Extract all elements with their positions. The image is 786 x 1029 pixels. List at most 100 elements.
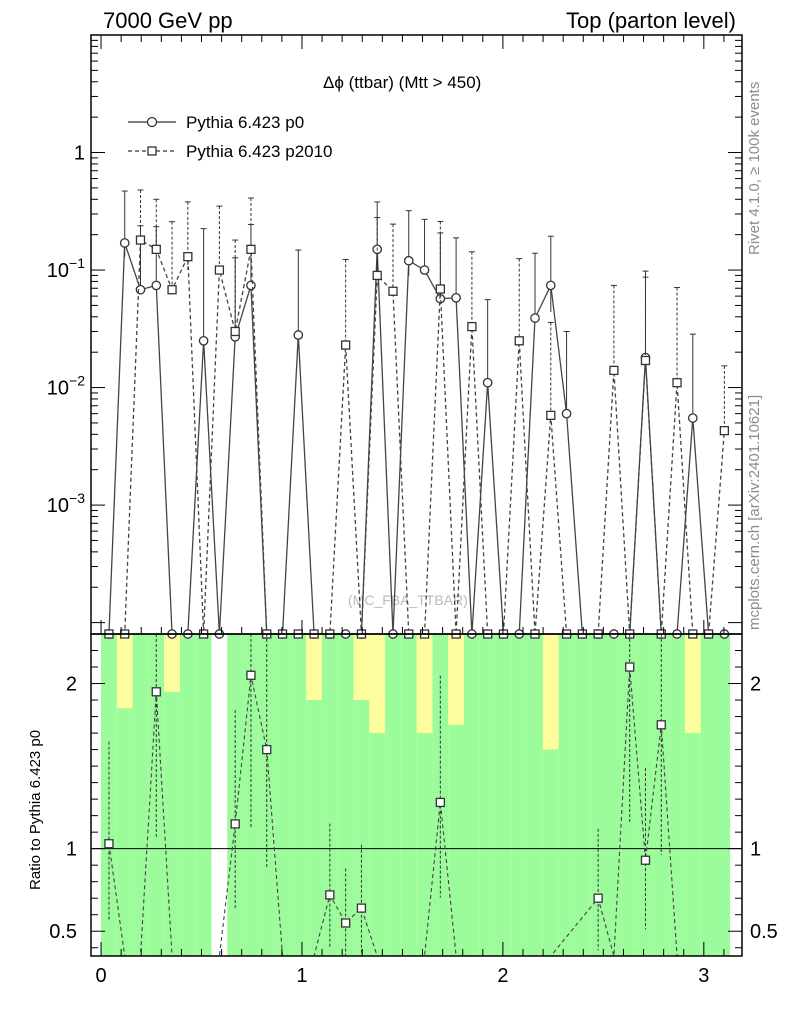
ratio-band-green bbox=[337, 634, 354, 956]
data-point bbox=[482, 377, 493, 388]
data-point bbox=[609, 365, 619, 376]
data-point bbox=[514, 336, 524, 346]
ratio-band-green bbox=[606, 634, 622, 956]
ratio-series-line bbox=[108, 666, 740, 957]
ratio-point bbox=[151, 687, 161, 697]
ratio-y-tick-label: 1 bbox=[66, 839, 77, 861]
watermark: (MC_FBA_TTBAR) bbox=[348, 592, 468, 608]
legend-marker-p2010 bbox=[147, 146, 157, 156]
ratio-point bbox=[262, 744, 272, 755]
ratio-band-green bbox=[164, 691, 180, 956]
data-point bbox=[214, 265, 225, 275]
series-line-1 bbox=[108, 238, 726, 635]
ratio-band-green bbox=[527, 634, 543, 956]
data-point bbox=[198, 335, 209, 346]
ratio-y-tick-label-right: 2 bbox=[750, 674, 761, 696]
x-tick-label: 3 bbox=[698, 965, 709, 987]
legend-label-p0: Pythia 6.423 p0 bbox=[186, 113, 304, 132]
ratio-band-green bbox=[400, 634, 417, 956]
x-tick-label: 1 bbox=[296, 965, 307, 987]
ratio-band-green bbox=[558, 634, 575, 956]
data-point bbox=[183, 252, 193, 262]
ratio-point bbox=[230, 819, 240, 829]
ratio-band-green bbox=[385, 634, 401, 956]
ratio-frame bbox=[90, 633, 743, 957]
x-tick-label: 0 bbox=[95, 965, 106, 987]
ratio-band-green bbox=[416, 733, 433, 956]
legend-marker-p0 bbox=[146, 116, 158, 128]
ratio-point bbox=[593, 893, 603, 903]
data-point bbox=[341, 340, 351, 350]
ratio-point bbox=[246, 670, 256, 680]
ratio-band-green bbox=[353, 700, 370, 956]
ratio-point bbox=[325, 890, 335, 900]
y-tick-label: 10−2 bbox=[47, 373, 85, 400]
ratio-band-green bbox=[116, 708, 133, 956]
data-point bbox=[719, 425, 730, 436]
ratio-y-tick-label: 0.5 bbox=[49, 921, 77, 943]
ratio-band-green bbox=[590, 634, 607, 956]
data-point bbox=[419, 265, 430, 275]
data-point bbox=[388, 286, 398, 296]
data-point bbox=[151, 280, 162, 291]
ratio-band-green bbox=[132, 634, 149, 956]
data-point bbox=[246, 244, 256, 254]
data-point bbox=[530, 313, 540, 323]
data-point bbox=[246, 280, 256, 291]
ratio-point bbox=[656, 720, 666, 730]
ratio-point bbox=[435, 797, 445, 808]
data-point bbox=[135, 284, 146, 295]
header-left: 7000 GeV pp bbox=[103, 8, 233, 33]
ratio-band-green bbox=[700, 634, 717, 956]
data-point bbox=[135, 235, 146, 245]
y-tick-label: 1 bbox=[74, 143, 85, 165]
ratio-band-green bbox=[195, 634, 212, 956]
data-point bbox=[467, 321, 477, 332]
y-tick-label: 10−1 bbox=[47, 255, 85, 282]
data-point bbox=[435, 284, 445, 294]
y-tick-label: 10−3 bbox=[47, 490, 85, 517]
header-right: Top (parton level) bbox=[566, 8, 736, 33]
ratio-point bbox=[356, 903, 367, 913]
data-point bbox=[546, 410, 556, 421]
data-point bbox=[561, 408, 572, 419]
ratio-band-green bbox=[495, 634, 512, 956]
ratio-band-green bbox=[448, 724, 464, 956]
x-tick-label: 2 bbox=[497, 965, 508, 987]
ratio-band-green bbox=[306, 700, 322, 956]
ratio-band-green bbox=[684, 733, 701, 956]
mcplots-label: mcplots.cern.ch [arXiv:2401.10621] bbox=[746, 395, 763, 630]
ratio-y-tick-label-right: 1 bbox=[750, 839, 761, 861]
rivet-label: Rivet 4.1.0, ≥ 100k events bbox=[746, 82, 763, 255]
data-point bbox=[230, 326, 240, 337]
ratio-band-green bbox=[432, 634, 449, 956]
ratio-band-green bbox=[542, 749, 559, 956]
data-point bbox=[672, 378, 682, 388]
ratio-point bbox=[104, 839, 114, 849]
data-point bbox=[640, 355, 651, 366]
ratio-band-green bbox=[479, 634, 496, 956]
ratio-band-green bbox=[290, 634, 307, 956]
data-point bbox=[119, 238, 130, 248]
ratio-band-green bbox=[274, 634, 291, 956]
ratio-band-green bbox=[321, 634, 338, 956]
data-point bbox=[151, 244, 161, 254]
ratio-band-green bbox=[101, 634, 117, 956]
data-point bbox=[293, 330, 304, 340]
ratio-band-green bbox=[179, 634, 196, 956]
data-point bbox=[545, 280, 556, 291]
legend-label-p2010: Pythia 6.423 p2010 bbox=[186, 142, 333, 161]
ratio-point bbox=[640, 855, 651, 865]
ratio-band-green bbox=[669, 634, 685, 956]
ratio-band-green bbox=[716, 634, 730, 956]
data-point bbox=[403, 255, 414, 266]
ratio-band-green bbox=[369, 733, 386, 956]
data-point bbox=[167, 285, 177, 295]
ratio-point bbox=[341, 918, 351, 928]
ratio-ylabel: Ratio to Pythia 6.423 p0 bbox=[27, 730, 44, 890]
data-point bbox=[372, 270, 382, 281]
ratio-band-green bbox=[464, 634, 480, 956]
ratio-band-green bbox=[511, 634, 528, 956]
